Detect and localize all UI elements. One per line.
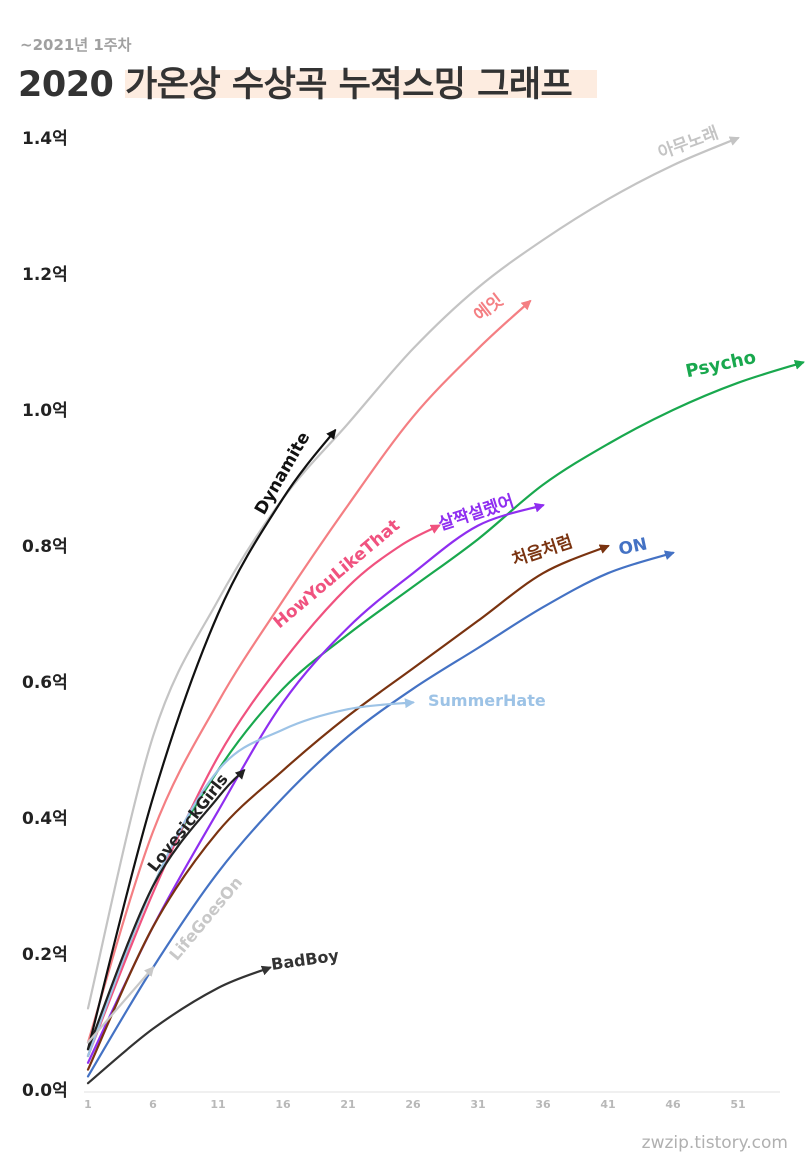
series-line-10 <box>86 966 155 1044</box>
series-label-5: 살짝설렜어 <box>436 492 517 535</box>
chart-subtitle: ~2021년 1주차 <box>20 36 132 54</box>
series-label-6: 처음처럼 <box>510 532 576 570</box>
series-line-6 <box>86 544 610 1071</box>
series-line-11 <box>86 965 272 1085</box>
series-labels: 아무노래에잇PsychoDynamiteHowYouLikeThat살짝설렜어처… <box>144 123 758 974</box>
series-label-7: ON <box>617 534 649 560</box>
x-tick-label: 36 <box>535 1098 551 1111</box>
x-tick-label: 46 <box>665 1098 681 1111</box>
y-tick-label: 0.6억 <box>22 673 68 693</box>
x-tick-label: 26 <box>405 1098 421 1111</box>
chart-title: 2020 가온상 수상곡 누적스밍 그래프 <box>18 65 573 105</box>
series-label-4: HowYouLikeThat <box>270 516 404 633</box>
y-tick-label: 0.0억 <box>22 1081 68 1101</box>
x-tick-label: 31 <box>470 1098 485 1111</box>
y-tick-label: 1.2억 <box>22 265 68 285</box>
series-label-2: Psycho <box>684 347 758 382</box>
y-axis: 0.0억 0.2억 0.4억 0.6억 0.8억 1.0억 1.2억 1.4억 <box>22 129 68 1101</box>
x-tick-label: 11 <box>210 1098 225 1111</box>
y-tick-label: 0.2억 <box>22 945 68 965</box>
series-line-8 <box>86 698 415 1058</box>
series-line-4 <box>86 524 441 1058</box>
y-tick-label: 1.0억 <box>22 401 68 421</box>
y-tick-label: 0.8억 <box>22 537 68 557</box>
x-tick-label: 1 <box>84 1098 92 1111</box>
x-axis: 1 6 11 16 21 26 31 36 41 46 51 <box>84 1091 780 1111</box>
series-label-8: SummerHate <box>428 691 546 710</box>
x-tick-label: 6 <box>149 1098 157 1111</box>
x-tick-label: 21 <box>340 1098 355 1111</box>
x-tick-label: 41 <box>600 1098 615 1111</box>
series-line-1 <box>86 299 532 1044</box>
series-line-3 <box>86 428 337 1051</box>
series-layer <box>86 136 805 1085</box>
series-label-11: BadBoy <box>270 946 341 974</box>
series-label-3: Dynamite <box>251 429 314 519</box>
series-line-0 <box>86 136 740 1010</box>
title-highlight <box>125 70 597 98</box>
y-tick-label: 1.4억 <box>22 129 68 149</box>
x-tick-label: 16 <box>275 1098 291 1111</box>
series-line-7 <box>86 550 675 1078</box>
series-line-9 <box>86 768 246 1051</box>
x-tick-label: 51 <box>730 1098 745 1111</box>
y-tick-label: 0.4억 <box>22 809 68 829</box>
watermark: zwzip.tistory.com <box>641 1133 788 1153</box>
series-label-1: 에잇 <box>470 291 507 326</box>
